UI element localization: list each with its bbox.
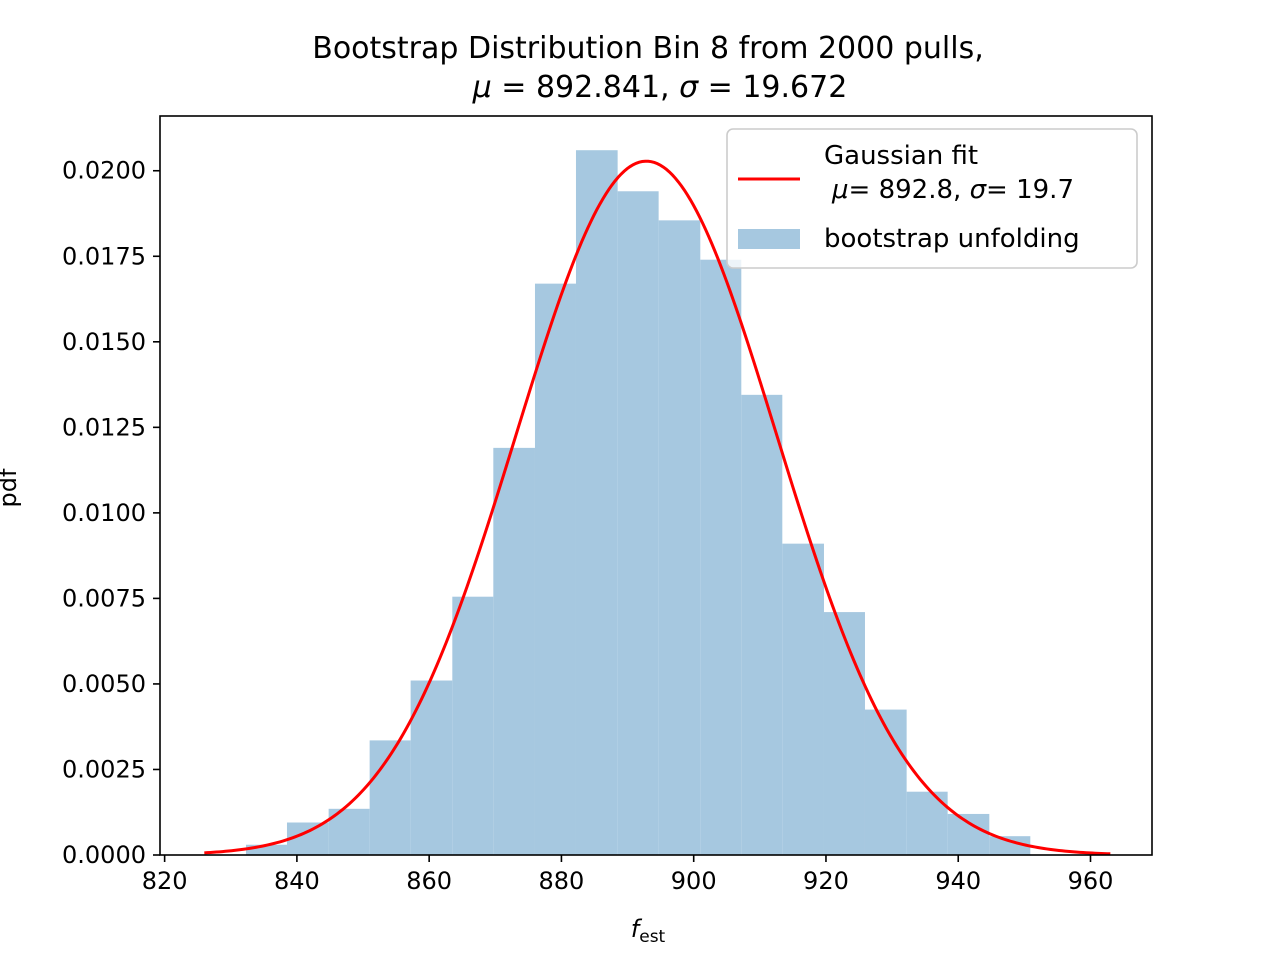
histogram-bar [947,813,990,855]
y-tick-label: 0.0175 [62,242,146,270]
x-tick-label: 840 [274,867,320,895]
y-tick-label: 0.0075 [62,584,146,612]
y-tick-label: 0.0200 [62,157,146,185]
histogram-bar [864,709,907,855]
y-tick-label: 0.0100 [62,499,146,527]
legend-fit-label-line2: μ= 892.8, σ= 19.7 [831,175,1074,205]
x-tick-label: 880 [539,867,585,895]
legend-box [726,128,1138,269]
histogram-bar [493,447,535,855]
y-tick-label: 0.0025 [62,755,146,783]
histogram-bar [369,740,411,855]
y-tick-label: 0.0125 [62,413,146,441]
histogram-bar [575,150,618,856]
x-tick-label: 860 [406,867,452,895]
legend-fit-label-line1: Gaussian fit [824,141,978,171]
x-axis-ticks: 820 840 860 880 900 920 940 960 [142,855,1114,895]
histogram-bar [989,836,1031,855]
histogram-bar [823,612,865,855]
x-tick-label: 820 [142,867,188,895]
histogram-bar [534,283,576,855]
legend: Gaussian fit μ= 892.8, σ= 19.7 bootstrap… [726,128,1138,269]
y-axis-ticks: 0.0000 0.0025 0.0050 0.0075 0.0100 0.0125 0.01… [62,157,160,869]
x-tick-label: 900 [671,867,717,895]
legend-hist-label: bootstrap unfolding [824,224,1080,254]
histogram-bar [782,543,824,855]
x-tick-label: 940 [935,867,981,895]
histogram-bar [700,259,742,855]
histogram-bar [658,220,701,855]
y-tick-label: 0.0150 [62,328,146,356]
histogram-bar [617,191,659,855]
x-tick-label: 920 [803,867,849,895]
histogram-bar [741,394,783,855]
y-axis-label: pdf [0,468,22,507]
fit-curve [204,159,1111,856]
histogram-bar [245,844,287,855]
chart-title-line1: Bootstrap Distribution Bin 8 from 2000 p… [312,31,984,66]
y-tick-label: 0.0000 [62,841,146,869]
gaussian-fit-line [204,159,1111,856]
plot-frame [159,115,1153,856]
y-tick-label: 0.0050 [62,670,146,698]
legend-hist-swatch [738,229,800,249]
x-tick-label: 960 [1068,867,1114,895]
chart-title-line2: μ = 892.841, σ = 19.672 [472,70,848,105]
histogram-bar [452,596,494,855]
